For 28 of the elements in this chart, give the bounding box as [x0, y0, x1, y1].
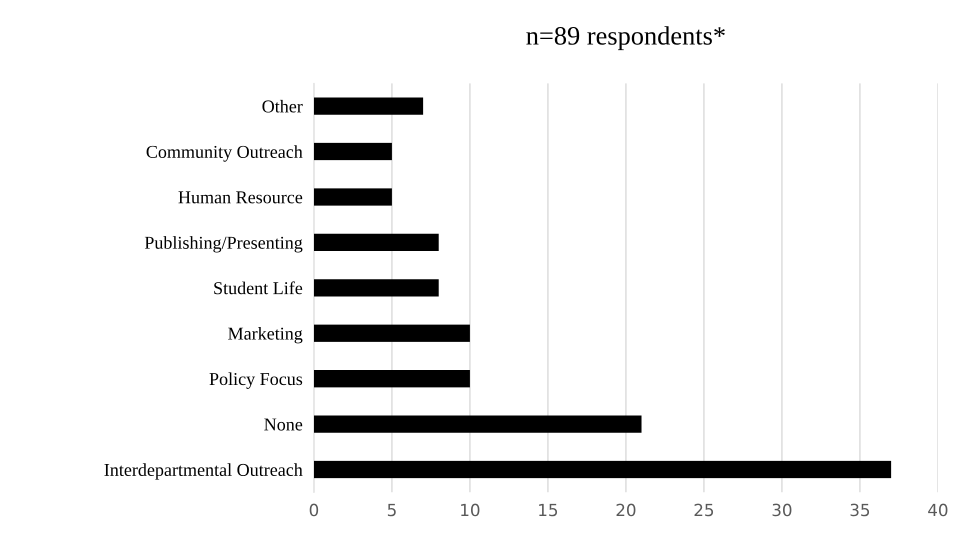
bar — [314, 142, 392, 160]
bar — [314, 234, 439, 252]
bar — [314, 460, 892, 478]
bar — [314, 97, 424, 115]
y-tick-label: Publishing/Presenting — [144, 236, 302, 253]
y-tick-label: Student Life — [214, 281, 302, 294]
y-tick-label: Other — [262, 100, 303, 113]
x-tick-label: 0 — [310, 504, 318, 516]
bar — [314, 324, 470, 342]
y-tick-label: Human Resource — [178, 191, 302, 204]
x-tick-label: 20 — [616, 504, 636, 516]
x-tick-label: 40 — [928, 504, 948, 516]
bar — [314, 279, 439, 296]
x-tick-label: 35 — [850, 504, 870, 516]
y-tick-label: Interdepartmental Outreach — [104, 463, 303, 480]
x-tick-label: 15 — [539, 504, 558, 516]
y-tick-label: Policy Focus — [210, 372, 302, 389]
y-tick-label: Marketing — [228, 326, 302, 344]
x-tick-label: 25 — [694, 504, 714, 516]
bar — [314, 188, 392, 206]
x-tick-label: 30 — [772, 504, 792, 516]
chart-title: n=89 respondents* — [526, 26, 725, 50]
x-tick-label: 5 — [388, 504, 396, 516]
y-tick-label: Community Outreach — [146, 145, 303, 162]
y-tick-label: None — [264, 418, 302, 431]
bar — [314, 415, 642, 433]
bar — [314, 370, 470, 388]
x-tick-label: 10 — [461, 504, 480, 516]
